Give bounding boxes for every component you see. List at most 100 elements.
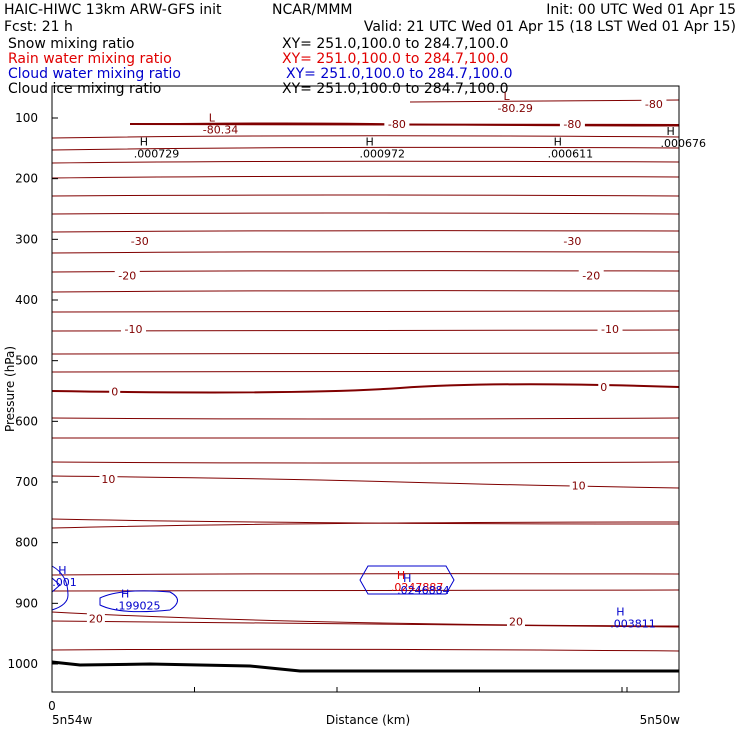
contour-lines [51, 99, 680, 673]
legend-field-name: Cloud water mixing ratio [8, 66, 181, 82]
isotherm-line [51, 437, 680, 439]
isotherm-line [51, 589, 680, 592]
isotherm-line [51, 175, 680, 179]
contour-label: 10 [572, 480, 586, 493]
isotherm-line [51, 212, 680, 215]
contour-label-bg [559, 235, 585, 248]
cloud-water-contour [99, 590, 178, 613]
contour-label: -80 [645, 98, 663, 111]
legend-field-xy: XY= 251.0,100.0 to 284.7,100.0 [282, 81, 509, 97]
contour-label-bg [598, 380, 610, 393]
y-tick-label: 600 [15, 414, 38, 428]
chart-header: HAIC-HIWC 13km ARW-GFS init NCAR/MMM Ini… [4, 2, 736, 35]
chart-title: HAIC-HIWC 13km ARW-GFS init [4, 2, 222, 18]
init-time: Init: 00 UTC Wed 01 Apr 15 [546, 2, 736, 18]
isotherm-line [51, 160, 680, 164]
contour-label-bg [121, 323, 147, 336]
legend-field-name: Cloud ice mixing ratio [8, 81, 161, 97]
extremum-value: .0247887 [391, 581, 444, 594]
isotherm-line [51, 310, 680, 313]
extremum-marker: H [366, 135, 374, 148]
contour-label-bg [99, 472, 118, 485]
extremum-value: -80.29 [497, 102, 532, 115]
contour-label-bg [597, 323, 623, 336]
contour-label-bg [114, 269, 140, 282]
extremum-value: .001 [52, 576, 77, 589]
extremum-value: .0246884 [397, 584, 450, 597]
contour-label-bg [86, 612, 105, 625]
extrema-markers: L-80.34L-80.29H.000729H.000972H.000611H.… [52, 90, 706, 631]
contour-label: 0 [111, 386, 118, 399]
contour-label: 20 [509, 616, 523, 629]
valid-time: Valid: 21 UTC Wed 01 Apr 15 (18 LST Wed … [364, 19, 736, 35]
isotherm-line [51, 329, 680, 332]
contour-label-bg [127, 235, 153, 248]
extremum-marker: H [397, 569, 405, 582]
contour-label-bg [641, 98, 667, 111]
isotherm-line [51, 251, 680, 254]
right-location-label: 5n50w [640, 713, 681, 727]
extremum-marker: H [140, 135, 148, 148]
y-tick-label: 1000 [7, 657, 38, 671]
isotherm-line [51, 146, 680, 151]
extremum-marker: H [666, 125, 674, 138]
extremum-marker: H [616, 605, 624, 618]
contour-label: 10 [101, 473, 115, 486]
isotherm-line [51, 573, 680, 576]
isotherm-line [51, 475, 680, 489]
contour-label: -80 [563, 118, 581, 131]
extremum-marker: L [503, 90, 510, 103]
y-tick-label: 800 [15, 536, 38, 550]
isotherm-line [51, 370, 680, 373]
x-tick-zero: 0 [48, 699, 56, 713]
extremum-marker: H [554, 135, 562, 148]
isotherm-line [51, 194, 680, 197]
y-tick-label: 700 [15, 475, 38, 489]
contour-label: -80 [388, 118, 406, 131]
extremum-value: .000611 [548, 147, 594, 160]
extremum-value: -80.34 [203, 124, 238, 137]
isotherm-line [51, 521, 680, 529]
extremum-marker: H [121, 587, 129, 600]
contour-label-bg [109, 385, 121, 398]
extremum-marker: H [403, 572, 411, 585]
contour-label-bg [569, 479, 588, 492]
plot-frame [51, 85, 680, 693]
contour-label: -30 [131, 235, 149, 248]
y-tick-label: 100 [15, 111, 38, 125]
isotherm-line [51, 352, 680, 355]
isotherm-line [51, 230, 680, 233]
forecast-hour: Fcst: 21 h [4, 19, 73, 35]
extremum-value: .003811 [610, 617, 656, 630]
y-tick-label: 400 [15, 293, 38, 307]
extremum-value: .000729 [134, 147, 180, 160]
extremum-value: .000972 [360, 147, 406, 160]
x-axis-label: Distance (km) [326, 713, 410, 727]
axes: 0 5n54w 5n50w Distance (km) Pressure (hP… [3, 111, 680, 727]
isotherm-line [51, 648, 680, 652]
contour-label: -20 [118, 270, 136, 283]
contour-label-bg [384, 118, 410, 131]
isotherm-line [51, 461, 680, 464]
contour-labels: -80 -80 -80 -30 -30 -20 -20 -10 -10 0 0 10 10 20 20 [86, 98, 667, 629]
terrain-line [51, 660, 679, 673]
legend-field-xy: XY= 251.0,100.0 to 284.7,100.0 [286, 66, 513, 82]
extremum-value: .000676 [660, 137, 706, 150]
y-tick-label: 200 [15, 172, 38, 186]
zero-degree-line [51, 383, 680, 394]
contour-label-bg [559, 118, 585, 131]
legend-field-xy: XY= 251.0,100.0 to 284.7,100.0 [282, 36, 509, 52]
contour-label-bg [578, 269, 604, 282]
extremum-value: .199025 [115, 599, 161, 612]
y-axis-label: Pressure (hPa) [3, 346, 17, 432]
isotherm-line [409, 99, 680, 103]
contour-label: -10 [601, 323, 619, 336]
cloud-water-contour [51, 577, 61, 593]
contour-label: -30 [563, 235, 581, 248]
y-tick-label: 500 [15, 354, 38, 368]
isotherm-line [51, 611, 680, 627]
isotherm-line [51, 417, 680, 420]
isotherm-line [51, 518, 680, 525]
extremum-marker: L [209, 112, 216, 125]
